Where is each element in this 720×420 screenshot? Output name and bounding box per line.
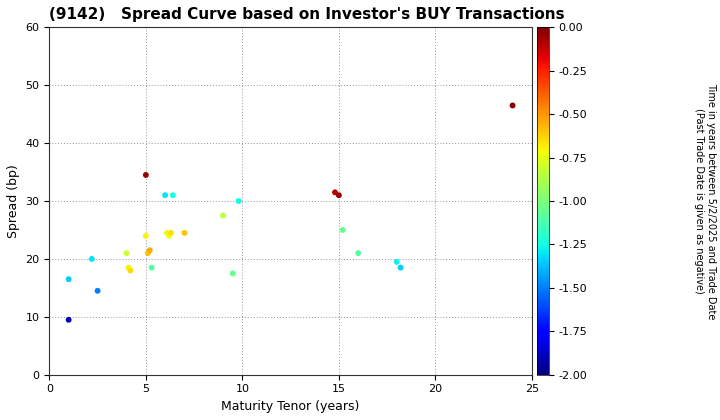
- Point: [352, 250, 364, 257]
- Point: [159, 192, 171, 199]
- Point: [92, 287, 104, 294]
- Point: [167, 192, 179, 199]
- Point: [63, 316, 74, 323]
- Point: [233, 198, 244, 205]
- Point: [122, 264, 134, 271]
- Point: [140, 172, 152, 178]
- Y-axis label: Time in years between 5/2/2025 and Trade Date
(Past Trade Date is given as negat: Time in years between 5/2/2025 and Trade…: [694, 83, 716, 319]
- Point: [121, 250, 132, 257]
- Point: [337, 227, 348, 234]
- Point: [163, 232, 175, 239]
- Point: [507, 102, 518, 109]
- Point: [165, 229, 176, 236]
- Point: [179, 229, 190, 236]
- Point: [144, 247, 156, 254]
- Point: [391, 258, 402, 265]
- Point: [63, 276, 74, 283]
- Point: [217, 212, 229, 219]
- Text: (9142)   Spread Curve based on Investor's BUY Transactions: (9142) Spread Curve based on Investor's …: [50, 7, 565, 22]
- Point: [86, 256, 98, 262]
- Point: [161, 229, 173, 236]
- Point: [140, 232, 152, 239]
- Point: [142, 250, 153, 257]
- Point: [227, 270, 238, 277]
- Point: [395, 264, 406, 271]
- Point: [125, 267, 136, 274]
- Point: [146, 264, 158, 271]
- Y-axis label: Spread (bp): Spread (bp): [7, 164, 20, 238]
- Point: [329, 189, 341, 196]
- X-axis label: Maturity Tenor (years): Maturity Tenor (years): [222, 400, 360, 413]
- Point: [333, 192, 345, 199]
